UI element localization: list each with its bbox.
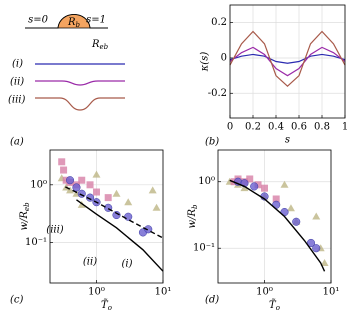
point <box>286 204 295 212</box>
x-axis-label-main: T̃ <box>269 299 277 311</box>
x-axis-label-main: T̃ <box>101 299 109 311</box>
plot-frame <box>229 4 346 119</box>
point <box>292 217 301 226</box>
point <box>144 225 153 234</box>
fit-line <box>76 199 164 272</box>
y-tick-label: 0 <box>221 52 227 63</box>
y-tick-label: 0.2 <box>211 17 227 28</box>
rb-sub: b <box>76 21 81 29</box>
x-axis-label-sub: o <box>276 304 280 311</box>
x-axis-label-sub: o <box>108 304 112 311</box>
rb-label: Rb <box>67 17 81 30</box>
plot-area <box>230 5 345 118</box>
x-axis-label: T̃o <box>101 299 112 311</box>
case-label: (ii) <box>10 77 24 88</box>
series-line <box>229 46 346 77</box>
x-tick-label: 10⁰ <box>88 287 105 298</box>
panel-label: (b) <box>205 137 219 148</box>
point <box>124 212 133 221</box>
y-axis-label-main: w/R <box>187 209 198 229</box>
bump <box>57 14 91 29</box>
annotation: (iii) <box>46 225 63 236</box>
y-axis-label: w/Rb <box>187 204 200 228</box>
point <box>85 193 95 202</box>
y-tick-label: 10⁻¹ <box>193 243 215 254</box>
schematic: s=0 s=1 Rb Reb (i) (ii) (iii) <box>8 14 125 111</box>
point <box>250 182 259 191</box>
s0-label: s=0 <box>28 15 49 26</box>
point <box>320 258 329 266</box>
point <box>306 238 316 248</box>
annotation: (ii) <box>83 257 97 268</box>
y-tick-label: 10⁰ <box>30 179 47 190</box>
point <box>260 184 268 192</box>
series-line <box>229 30 346 88</box>
x-tick-label: 0.6 <box>291 122 307 133</box>
point <box>58 158 66 166</box>
point <box>312 244 321 253</box>
reb-sub: eb <box>100 43 109 51</box>
s1-label: s=1 <box>86 15 106 26</box>
y-axis-label: w/Reb <box>19 202 32 231</box>
point <box>152 203 161 211</box>
panel-label: (d) <box>205 295 219 306</box>
point <box>66 186 75 194</box>
point <box>104 194 112 202</box>
plot-frame <box>49 149 164 284</box>
point <box>78 176 86 184</box>
point <box>112 189 121 197</box>
annotation: (i) <box>121 259 132 270</box>
fit-line <box>65 186 164 239</box>
x-tick-label: 10⁰ <box>256 287 273 298</box>
y-axis-label-main: w/R <box>19 211 30 231</box>
point <box>254 181 262 189</box>
point <box>77 189 86 198</box>
y-tick-label: -0.2 <box>208 88 227 99</box>
case-label: (i) <box>12 59 23 70</box>
point <box>272 195 280 203</box>
point <box>280 180 289 188</box>
point <box>65 176 75 185</box>
case-curve <box>35 80 125 86</box>
rb-main: R <box>67 17 76 28</box>
x-tick-label: 10¹ <box>323 287 340 298</box>
point <box>92 170 101 178</box>
y-axis-label: κ(s) <box>200 52 211 73</box>
point <box>124 198 133 206</box>
y-axis-label-sub: b <box>191 204 199 209</box>
point <box>86 181 94 189</box>
panel-label: (c) <box>10 295 24 306</box>
point <box>72 183 81 192</box>
x-tick-label: 10¹ <box>155 287 172 298</box>
fit-line <box>229 179 326 272</box>
case-curve <box>35 97 125 111</box>
point <box>148 186 157 194</box>
reb-label: Reb <box>91 39 109 52</box>
point <box>92 188 100 196</box>
y-tick-label: 10⁰ <box>198 176 215 187</box>
point <box>246 175 254 183</box>
x-tick-label: 0 <box>227 122 233 133</box>
plot-frame <box>217 149 332 284</box>
point <box>60 166 68 174</box>
x-axis-label: T̃o <box>269 299 280 311</box>
panel-label: (a) <box>10 137 24 148</box>
plot-area <box>50 150 163 283</box>
x-axis-label: s <box>285 135 290 146</box>
case-label: (iii) <box>8 95 25 106</box>
y-tick-label: 10⁻¹ <box>25 237 47 248</box>
y-axis-label-sub: eb <box>23 202 31 211</box>
x-tick-label: 1 <box>342 122 348 133</box>
x-tick-label: 0.8 <box>314 122 330 133</box>
point <box>240 184 249 192</box>
reb-main: R <box>91 39 100 50</box>
point <box>312 212 321 220</box>
plot-area <box>218 150 331 283</box>
point <box>112 210 121 220</box>
series-line <box>229 53 346 64</box>
x-tick-label: 0.2 <box>245 122 261 133</box>
x-tick-label: 0.4 <box>268 122 284 133</box>
